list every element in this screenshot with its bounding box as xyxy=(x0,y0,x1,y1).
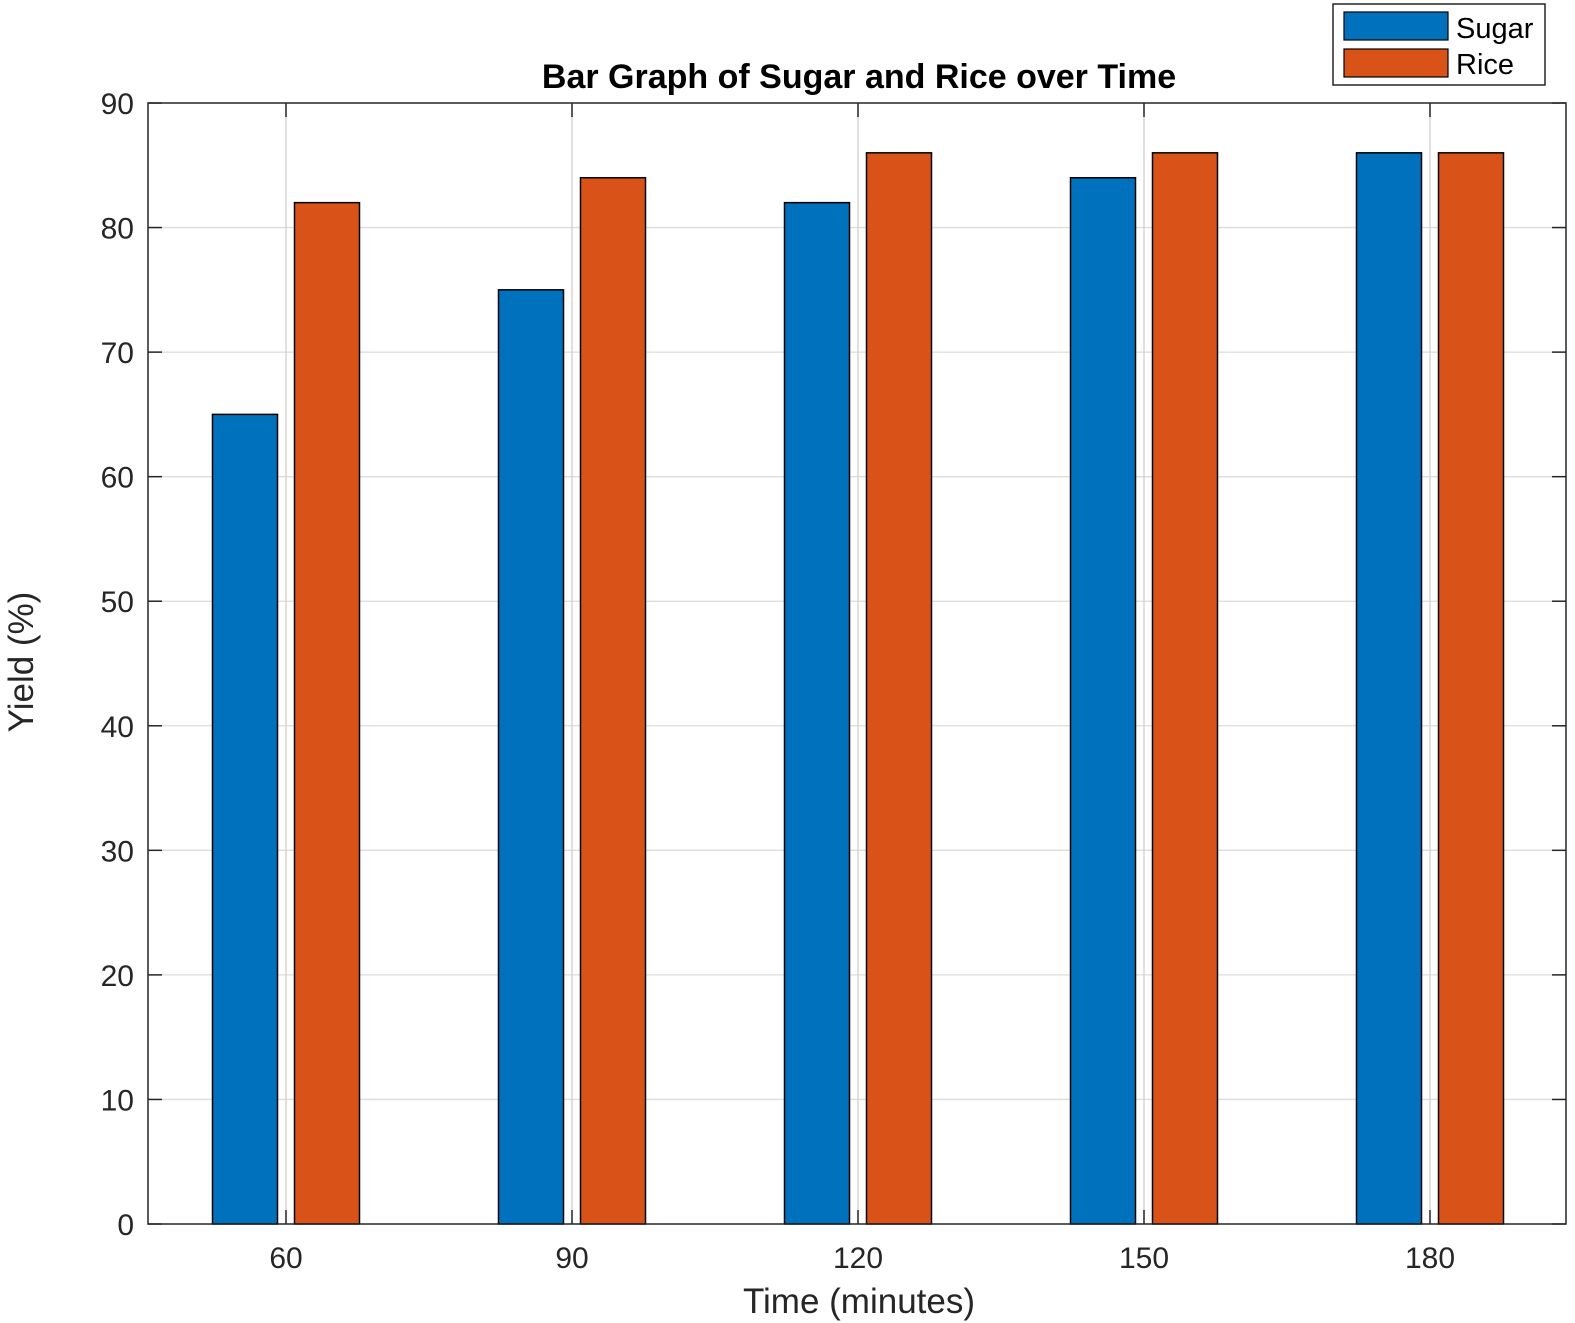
bar-rice-150 xyxy=(1151,152,1219,1225)
bar-sugar-180 xyxy=(1355,152,1423,1225)
bar-sugar-60 xyxy=(211,413,279,1225)
x-tick-label: 60 xyxy=(269,1242,302,1275)
legend-label-sugar: Sugar xyxy=(1456,13,1534,45)
bar-sugar-90 xyxy=(497,289,565,1225)
grid-lines xyxy=(148,103,1566,1224)
chart-title: Bar Graph of Sugar and Rice over Time xyxy=(542,58,1176,96)
bar-sugar-150 xyxy=(1069,176,1137,1225)
plot-background xyxy=(148,103,1566,1224)
bar-rice-60 xyxy=(293,201,361,1225)
y-tick-label: 90 xyxy=(101,88,134,121)
legend-label-rice: Rice xyxy=(1456,49,1514,81)
x-tick-label: 90 xyxy=(555,1242,588,1275)
y-tick-label: 60 xyxy=(101,462,134,495)
y-tick-label: 0 xyxy=(117,1209,134,1242)
y-tick-labels: 0 10 20 30 40 50 60 70 80 90 xyxy=(101,88,134,1242)
legend-swatch-sugar xyxy=(1343,11,1449,41)
y-tick-label: 80 xyxy=(101,213,134,246)
y-tick-label: 50 xyxy=(101,586,134,619)
y-tick-label: 30 xyxy=(101,835,134,868)
legend-swatch-rice xyxy=(1343,48,1449,78)
legend: Sugar Rice xyxy=(1332,3,1546,86)
x-tick-label: 180 xyxy=(1405,1242,1455,1275)
y-tick-label: 40 xyxy=(101,711,134,744)
bar-rice-90 xyxy=(579,176,647,1225)
x-tick-label: 150 xyxy=(1119,1242,1169,1275)
bar-sugar-120 xyxy=(783,201,851,1225)
y-tick-label: 10 xyxy=(101,1084,134,1117)
bar-rice-120 xyxy=(865,152,933,1225)
bars xyxy=(211,152,1505,1225)
x-tick-labels: 60 90 120 150 180 xyxy=(269,1242,1455,1275)
x-axis-label: Time (minutes) xyxy=(743,1282,975,1321)
bar-rice-180 xyxy=(1437,152,1505,1225)
x-tick-label: 120 xyxy=(833,1242,883,1275)
y-axis-label: Yield (%) xyxy=(2,592,41,733)
y-tick-label: 70 xyxy=(101,337,134,370)
plot-frame xyxy=(147,102,1567,1225)
y-tick-label: 20 xyxy=(101,960,134,993)
